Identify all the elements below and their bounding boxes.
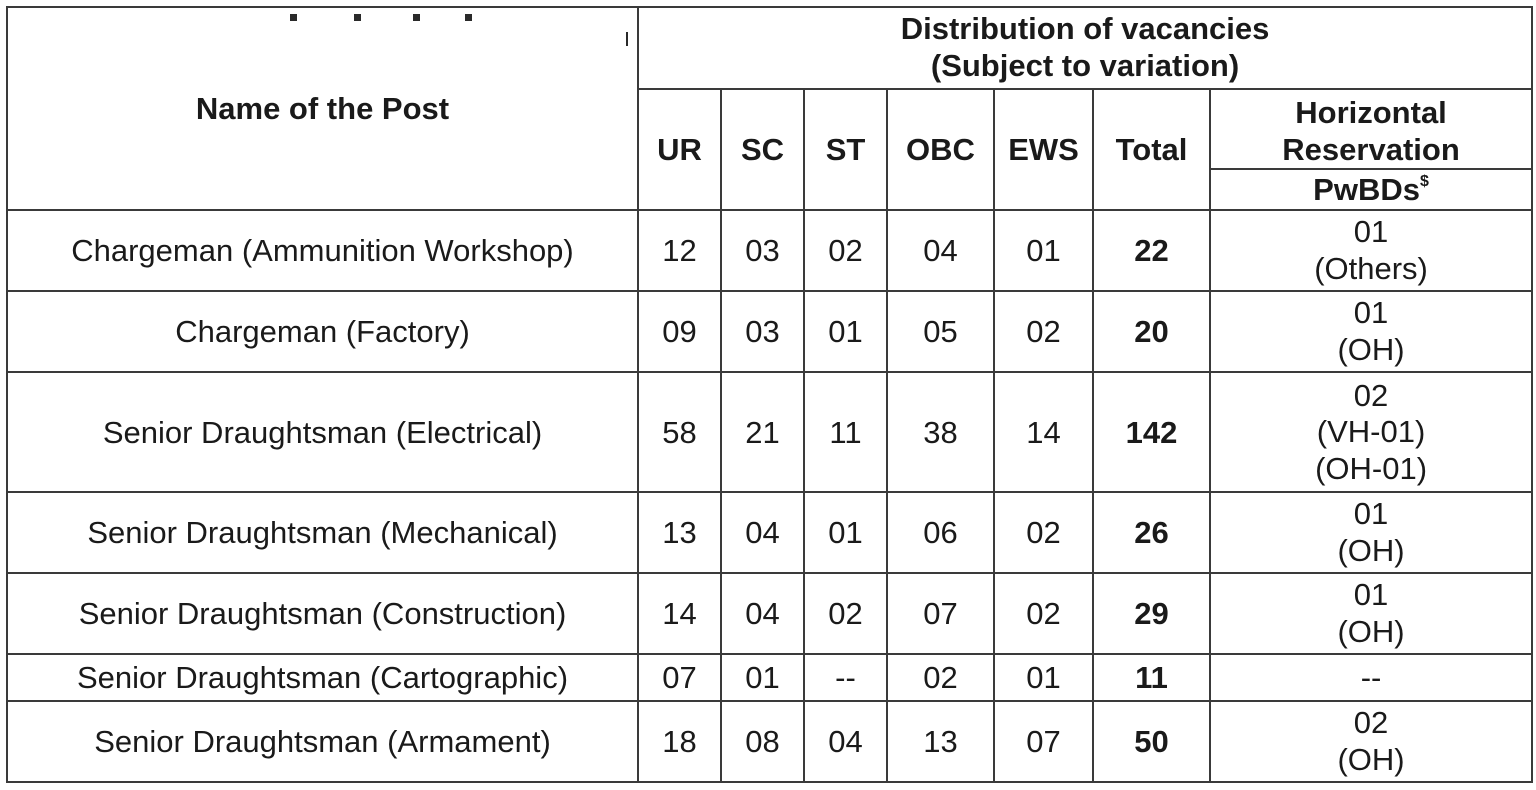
ur-cell: 18 (637, 700, 722, 784)
col-obc-header: OBC (886, 87, 995, 212)
sc-cell: 03 (720, 290, 805, 374)
pwbd-line: 01 (1353, 295, 1389, 331)
st-cell: 01 (803, 491, 888, 575)
st-cell: 04 (803, 700, 888, 784)
ews-cell: 07 (993, 700, 1094, 784)
horizontal-reservation-header: Horizontal Reservation (1208, 87, 1534, 171)
sc-cell: 08 (720, 700, 805, 784)
pwbd-line: (OH) (1337, 741, 1405, 777)
total-cell: 29 (1092, 572, 1211, 656)
distribution-title: Distribution of vacancies (900, 11, 1270, 47)
pwbd-cell: -- (1208, 653, 1534, 703)
sc-cell: 03 (720, 209, 805, 293)
pwbd-line: (VH-01) (1316, 414, 1426, 450)
ur-cell: 07 (637, 653, 722, 703)
obc-cell: 05 (886, 290, 995, 374)
col-ews-header: EWS (993, 87, 1094, 212)
pwbd-line: 01 (1353, 496, 1389, 532)
vacancy-table: Name of the Post Distribution of vacanci… (6, 5, 1534, 784)
pwbd-cell: 01 (OH) (1208, 572, 1534, 656)
name-of-post-header: Name of the Post (6, 5, 639, 212)
ews-cell: 02 (993, 290, 1094, 374)
sc-cell: 01 (720, 653, 805, 703)
pwbd-cell: 01 (OH) (1208, 290, 1534, 374)
ews-cell: 02 (993, 491, 1094, 575)
ur-cell: 12 (637, 209, 722, 293)
col-sc-header: SC (720, 87, 805, 212)
pwbds-footnote-marker: $ (1419, 173, 1429, 191)
post-name-cell: Senior Draughtsman (Cartographic) (6, 653, 639, 703)
pwbd-line: (OH-01) (1315, 450, 1428, 486)
total-cell: 26 (1092, 491, 1211, 575)
pwbd-cell: 02 (VH-01) (OH-01) (1208, 371, 1534, 494)
ews-cell: 14 (993, 371, 1094, 494)
obc-cell: 02 (886, 653, 995, 703)
total-cell: 22 (1092, 209, 1211, 293)
pwbd-line: 01 (1353, 214, 1389, 250)
table-row: Senior Draughtsman (Cartographic) 07 01 -- 0… (6, 653, 1534, 703)
pwbd-line: 02 (1353, 377, 1389, 413)
st-cell: 02 (803, 572, 888, 656)
distribution-subtitle: (Subject to variation) (930, 48, 1240, 83)
pwbd-line: -- (1360, 659, 1382, 695)
post-name-cell: Chargeman (Ammunition Workshop) (6, 209, 639, 293)
col-ur-header: UR (637, 87, 722, 212)
sc-cell: 04 (720, 572, 805, 656)
pwbd-cell: 02 (OH) (1208, 700, 1534, 784)
pwbd-line: (OH) (1337, 331, 1405, 367)
obc-cell: 13 (886, 700, 995, 784)
pwbd-line: (Others) (1314, 250, 1428, 286)
obc-cell: 04 (886, 209, 995, 293)
ews-cell: 01 (993, 209, 1094, 293)
obc-cell: 06 (886, 491, 995, 575)
st-cell: 11 (803, 371, 888, 494)
st-cell: 02 (803, 209, 888, 293)
distribution-header: Distribution of vacancies (Subject to va… (636, 6, 1534, 90)
obc-cell: 07 (886, 572, 995, 656)
post-name-cell: Senior Draughtsman (Armament) (6, 700, 639, 784)
total-cell: 142 (1092, 371, 1211, 494)
post-name-cell: Senior Draughtsman (Mechanical) (6, 491, 639, 575)
ur-cell: 58 (637, 371, 722, 494)
table-row: Senior Draughtsman (Construction) 14 04 02 0… (6, 572, 1534, 656)
pwbd-line: 01 (1353, 577, 1389, 613)
table-row: Senior Draughtsman (Mechanical) 13 04 01 06 0… (6, 491, 1534, 575)
total-cell: 20 (1092, 290, 1211, 374)
col-st-header: ST (803, 87, 888, 212)
total-cell: 50 (1092, 700, 1211, 784)
pwbd-cell: 01 (OH) (1208, 491, 1534, 575)
ews-cell: 01 (993, 653, 1094, 703)
pwbd-line: 02 (1353, 705, 1389, 741)
table-row: Senior Draughtsman (Armament) 18 08 04 13 07 5… (6, 700, 1534, 784)
table-row: Chargeman (Factory) 09 03 01 05 02 20 01 (OH) (6, 290, 1534, 374)
post-name-cell: Senior Draughtsman (Construction) (6, 572, 639, 656)
post-name-cell: Chargeman (Factory) (6, 290, 639, 374)
st-cell: -- (803, 653, 888, 703)
table-row: Chargeman (Ammunition Workshop) 12 03 02 04 0… (6, 209, 1534, 293)
table-row: Senior Draughtsman (Electrical) 58 21 11 38 1… (6, 371, 1534, 494)
post-name-cell: Senior Draughtsman (Electrical) (6, 371, 639, 494)
ur-cell: 09 (637, 290, 722, 374)
col-total-header: Total (1092, 87, 1211, 212)
vacancy-rows: Chargeman (Ammunition Workshop) 12 03 02 04 0… (6, 209, 1534, 784)
st-cell: 01 (803, 290, 888, 374)
pwbd-cell: 01 (Others) (1208, 209, 1534, 293)
pwbd-line: (OH) (1337, 613, 1405, 649)
pwbds-label: PwBDs (1313, 172, 1420, 208)
sc-cell: 04 (720, 491, 805, 575)
ur-cell: 14 (637, 572, 722, 656)
pwbd-line: (OH) (1337, 532, 1405, 568)
ews-cell: 02 (993, 572, 1094, 656)
obc-cell: 38 (886, 371, 995, 494)
total-cell: 11 (1092, 653, 1211, 703)
ur-cell: 13 (637, 491, 722, 575)
pwbds-header: PwBDs$ (1208, 168, 1534, 212)
sc-cell: 21 (720, 371, 805, 494)
